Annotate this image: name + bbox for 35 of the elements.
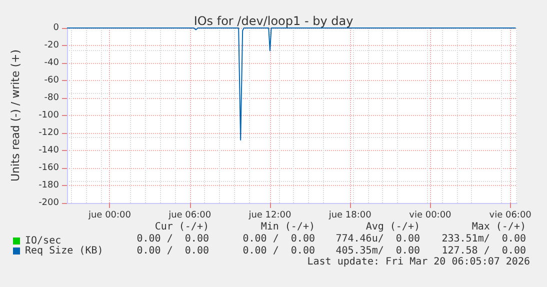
text: 0.00 / 0.00 (136, 234, 209, 244)
text: 774.46u/ 0.00 (336, 234, 420, 244)
y-tick-label: 0 (53, 23, 60, 33)
y-tick-label: -200 (38, 198, 60, 208)
y-tick-label: -100 (38, 110, 60, 120)
text: 0.00 / 0.00 (242, 246, 315, 256)
x-tick-label: jue 12:00 (248, 210, 292, 220)
text: Max (-/+) (472, 222, 526, 232)
y-tick-label: -140 (38, 146, 60, 156)
text: 405.35m/ 0.00 (336, 246, 420, 256)
text: 0.00 / 0.00 (136, 246, 209, 256)
y-tick-label: -180 (38, 180, 60, 190)
text: Avg (-/+) (366, 222, 420, 232)
x-tick-label: jue 18:00 (328, 210, 372, 220)
text: 127.58 / 0.00 (442, 246, 526, 256)
text: Min (-/+) (260, 222, 315, 232)
chart-title: IOs for /dev/loop1 - by day (194, 14, 354, 28)
x-tick-label: vie 06:00 (489, 210, 532, 220)
text: 233.51m/ 0.00 (442, 234, 526, 244)
x-tick-label: jue 00:00 (87, 210, 132, 220)
legend-label: IO/sec (25, 236, 62, 246)
text: Last update: Fri Mar 20 06:05:07 2026 (307, 256, 530, 268)
y-tick-label: -40 (44, 58, 60, 68)
y-tick-label: -160 (38, 163, 60, 173)
line-series (66, 28, 516, 140)
y-tick-label: -60 (44, 76, 60, 86)
legend-label: Req Size (KB) (25, 246, 104, 256)
text: Cur (-/+) (154, 222, 209, 232)
y-tick-label: -20 (44, 40, 60, 50)
x-tick-label: jue 06:00 (168, 210, 212, 220)
x-tick-label: vie 00:00 (409, 210, 452, 220)
y-tick-label: -120 (38, 128, 60, 138)
text: 0.00 / 0.00 (242, 234, 315, 244)
y-axis-title: Units read (-) / write (+) (9, 49, 22, 182)
y-tick-label: -80 (44, 93, 60, 103)
